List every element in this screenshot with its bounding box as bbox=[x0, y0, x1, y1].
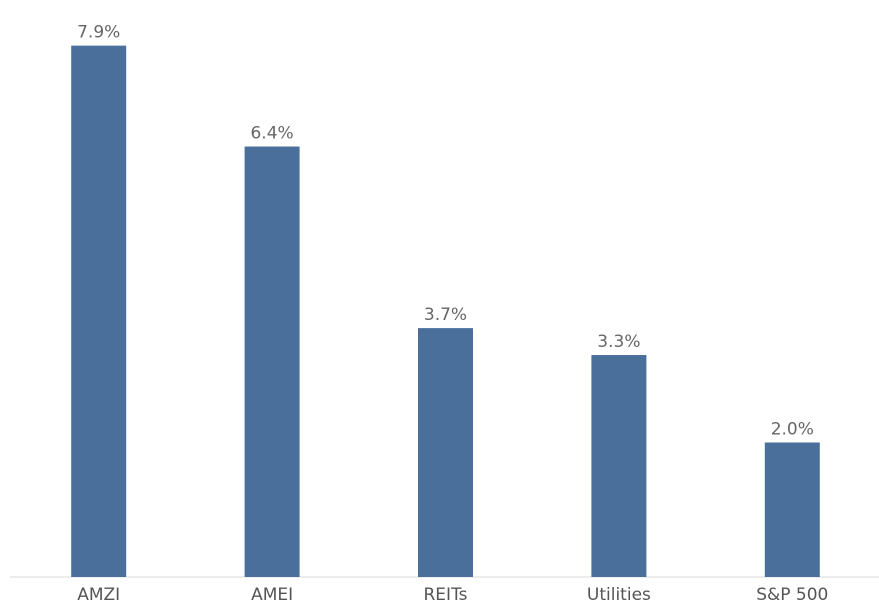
bar-s-p-500 bbox=[764, 442, 820, 577]
bar-amei bbox=[244, 146, 300, 577]
value-label: 3.7% bbox=[424, 305, 467, 325]
bar-utilities bbox=[591, 355, 647, 577]
value-label: 7.9% bbox=[77, 23, 120, 43]
category-label: Utilities bbox=[587, 585, 651, 605]
category-labels-group: AMZI AMEI REITs Utilities S&P 500 bbox=[77, 585, 828, 605]
value-label: 2.0% bbox=[771, 419, 814, 439]
category-label: AMZI bbox=[77, 585, 120, 605]
value-label: 6.4% bbox=[250, 124, 293, 144]
category-label: REITs bbox=[424, 585, 468, 605]
bar-amzi bbox=[71, 45, 127, 577]
category-label: AMEI bbox=[251, 585, 293, 605]
bars-group bbox=[71, 45, 820, 577]
value-label: 3.3% bbox=[597, 332, 640, 352]
value-labels-group: 7.9% 6.4% 3.7% 3.3% 2.0% bbox=[77, 23, 814, 440]
category-label: S&P 500 bbox=[756, 585, 828, 605]
bar-reits bbox=[418, 328, 473, 577]
